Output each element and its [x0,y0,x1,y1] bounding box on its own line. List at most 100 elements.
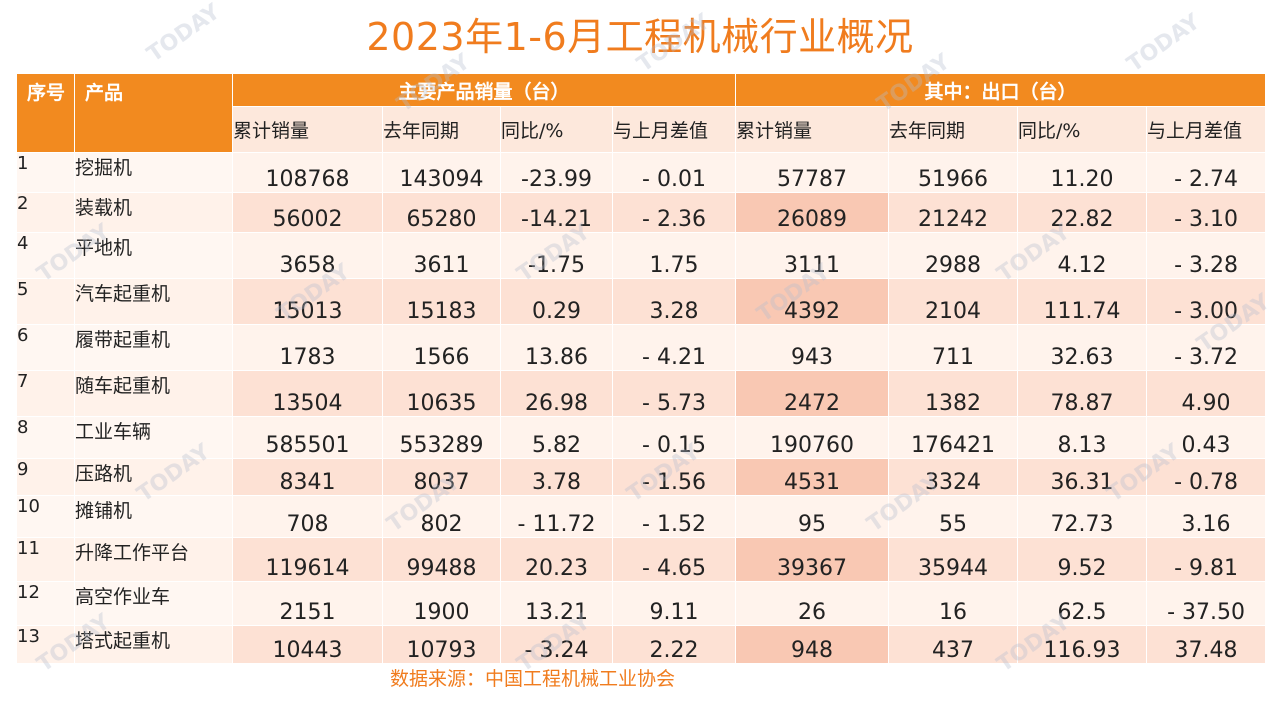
row-value-cell: - 3.72 [1146,324,1267,371]
row-value-cell: 3.78 [500,458,613,496]
row-index: 2 [16,192,75,233]
row-value-cell: - 2.36 [611,192,737,233]
row-value-cell: 3.16 [1146,495,1267,538]
row-value-cell: 37.48 [1146,625,1267,664]
row-value-cell: - 0.01 [611,152,737,193]
row-value-cell: 26 [735,581,890,626]
row-value-cell: -23.99 [500,152,613,193]
table-row: 11 升降工作平台 119614 99488 20.23- 4.65 39367 35944… [16,537,1267,582]
header-group-main: 主要产品销量（台） [231,73,737,107]
row-value-cell: 176421 [888,416,1019,459]
row-product-name: 装载机 [74,192,233,233]
row-value-cell: 1783 [232,324,383,371]
row-value-cell: 116.93 [1017,625,1148,664]
row-product-name: 工业车辆 [74,416,233,459]
row-value-cell: 39367 [735,537,890,582]
row-value-cell: 65280 [382,192,501,233]
row-value-cell: 95 [735,495,890,538]
row-value-cell: 0.43 [1146,416,1267,459]
row-value-cell: 72.73 [1017,495,1148,538]
row-value-cell: 3658 [232,232,383,279]
table-row: 9 压路机 8341 8037 3.78- 1.56 4531 3324 36.31- 0.7… [16,458,1267,496]
table-row: 13 塔式起重机 10443 10793- 3.24 2.22 948 437 116.93 3… [16,625,1267,664]
row-value-cell: -1.75 [500,232,613,279]
row-value-cell: 802 [382,495,501,538]
row-value-cell: 4.12 [1017,232,1148,279]
row-value-cell: 56002 [232,192,383,233]
row-value-cell: 0.29 [500,278,613,325]
row-product-name: 随车起重机 [74,370,233,417]
row-value-cell: - 3.00 [1146,278,1267,325]
row-value-cell: 119614 [232,537,383,582]
row-value-cell: 10443 [232,625,383,664]
row-value-cell: 943 [735,324,890,371]
row-value-cell: 57787 [735,152,890,193]
table-row: 6 履带起重机 1783 1566 13.86- 4.21 943 711 32.63- 3.… [16,324,1267,371]
row-index: 1 [16,152,75,193]
row-value-cell: 13504 [232,370,383,417]
row-value-cell: - 9.81 [1146,537,1267,582]
table-row: 5 汽车起重机 15013 15183 0.29 3.28 4392 2104 111.74- … [16,278,1267,325]
row-product-name: 塔式起重机 [74,625,233,664]
row-value-cell: 99488 [382,537,501,582]
row-value-cell: 22.82 [1017,192,1148,233]
row-value-cell: 553289 [382,416,501,459]
row-value-cell: 108768 [232,152,383,193]
row-value-cell: 9.52 [1017,537,1148,582]
row-product-name: 汽车起重机 [74,278,233,325]
row-value-cell: 15183 [382,278,501,325]
row-value-cell: 4.90 [1146,370,1267,417]
row-value-cell: 9.11 [611,581,737,626]
row-value-cell: -14.21 [500,192,613,233]
row-value-cell: 36.31 [1017,458,1148,496]
row-value-cell: 1900 [382,581,501,626]
row-value-cell: 948 [735,625,890,664]
subheader-cell: 去年同期 [382,106,501,153]
subheader-cell: 同比/% [1017,106,1148,153]
header-index: 序号 [16,73,75,153]
subheader-cell: 与上月差值 [611,106,737,153]
row-value-cell: 8.13 [1017,416,1148,459]
row-value-cell: 3.28 [611,278,737,325]
row-value-cell: 2151 [232,581,383,626]
row-value-cell: 3111 [735,232,890,279]
table-row: 2 装载机 56002 65280 -14.21- 2.36 26089 21242 22.8… [16,192,1267,233]
row-value-cell: 2472 [735,370,890,417]
table-row: 10 摊铺机 708 802- 11.72- 1.52 95 55 72.73 3.16 [16,495,1267,538]
table-row: 12 高空作业车 2151 1900 13.21 9.11 26 16 62.5- 37.50 [16,581,1267,626]
row-value-cell: 13.86 [500,324,613,371]
table-row: 4 平地机 3658 3611 -1.75 1.75 3111 2988 4.12- 3.28 [16,232,1267,279]
row-value-cell: 5.82 [500,416,613,459]
row-value-cell: - 11.72 [500,495,613,538]
row-index: 8 [16,416,75,459]
row-product-name: 压路机 [74,458,233,496]
row-value-cell: - 0.15 [611,416,737,459]
row-value-cell: 13.21 [500,581,613,626]
row-value-cell: - 3.24 [500,625,613,664]
subheader-cell: 累计销量 [735,106,890,153]
row-index: 7 [16,370,75,417]
subheader-cell: 累计销量 [232,106,383,153]
header-group-export: 其中：出口（台） [735,73,1267,107]
row-value-cell: - 4.65 [611,537,737,582]
subheader-cell: 与上月差值 [1146,106,1267,153]
row-value-cell: 437 [888,625,1019,664]
row-index: 4 [16,232,75,279]
subheader-cell: 同比/% [500,106,613,153]
table-row: 7 随车起重机 13504 10635 26.98- 5.73 2472 1382 78.87… [16,370,1267,417]
row-value-cell: - 5.73 [611,370,737,417]
row-value-cell: 8037 [382,458,501,496]
table-row: 1 挖掘机 108768 143094 -23.99- 0.01 57787 51966 11… [16,152,1267,193]
subheader-cell: 去年同期 [888,106,1019,153]
table-row: 8 工业车辆 585501 553289 5.82- 0.15 190760 176421 8… [16,416,1267,459]
row-value-cell: - 0.78 [1146,458,1267,496]
row-value-cell: 711 [888,324,1019,371]
row-index: 6 [16,324,75,371]
row-value-cell: 585501 [232,416,383,459]
row-value-cell: 62.5 [1017,581,1148,626]
row-product-name: 挖掘机 [74,152,233,193]
row-value-cell: 20.23 [500,537,613,582]
row-value-cell: 2.22 [611,625,737,664]
row-product-name: 摊铺机 [74,495,233,538]
row-index: 13 [16,625,75,664]
